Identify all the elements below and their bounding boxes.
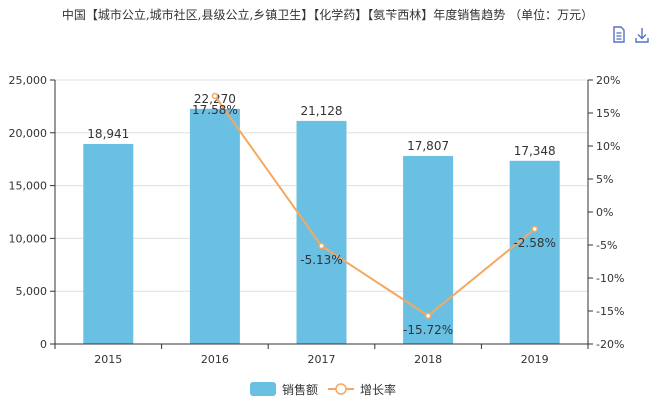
bar[interactable] [509, 160, 560, 344]
y-right-tick-label: 10% [596, 140, 620, 153]
x-tick-label: 2017 [308, 353, 336, 366]
bar[interactable] [296, 120, 347, 344]
bar-data-label: 17,348 [514, 144, 556, 158]
y-left-tick-label: 10,000 [9, 232, 48, 245]
legend: 销售额 增长率 [0, 379, 655, 399]
bar-data-label: 17,807 [407, 139, 449, 153]
x-tick-label: 2015 [94, 353, 122, 366]
y-right-tick-label: -15% [596, 305, 624, 318]
x-tick-label: 2018 [414, 353, 442, 366]
y-right-tick-label: 20% [596, 74, 620, 87]
y-left-tick-label: 0 [40, 338, 47, 351]
chart-title: 中国【城市公立,城市社区,县级公立,乡镇卫生】【化学药】【氨苄西林】年度销售趋势… [61, 8, 594, 22]
legend-label-growth: 增长率 [360, 382, 397, 397]
line-point[interactable] [424, 312, 432, 320]
legend-item-growth[interactable]: 增长率 [328, 379, 396, 399]
bar-series [83, 108, 560, 344]
y-right-tick-label: -10% [596, 272, 624, 285]
legend-item-sales[interactable]: 销售额 [250, 379, 318, 399]
x-tick-label: 2019 [521, 353, 549, 366]
y-left-tick-label: 15,000 [9, 180, 48, 193]
line-data-label: -15.72% [403, 323, 453, 337]
y-right-tick-label: 15% [596, 107, 620, 120]
y-right-tick-label: -5% [596, 239, 617, 252]
y-left-tick-label: 25,000 [9, 74, 48, 87]
line-data-label: -5.13% [300, 253, 342, 267]
line-series: 17.58% -5.13% -15.72% -2.58% [192, 92, 556, 337]
download-button[interactable] [633, 25, 651, 45]
data-view-button[interactable] [610, 25, 628, 45]
y-left-tick-label: 5,000 [16, 285, 48, 298]
y-right-tick-label: 0% [596, 206, 613, 219]
bar-data-label: 21,128 [301, 104, 343, 118]
bar[interactable] [83, 143, 134, 344]
axes: 0 5,000 10,000 15,000 20,000 25,000 -20% -15% -1… [9, 74, 625, 366]
download-icon [635, 28, 649, 43]
y-right-tick-label: -20% [596, 338, 624, 351]
line-point[interactable] [318, 242, 325, 250]
y-left-tick-label: 20,000 [9, 127, 48, 140]
line-data-label: 17.58% [192, 103, 238, 117]
growth-line [214, 95, 536, 317]
line-point[interactable] [211, 92, 219, 100]
line-point[interactable] [531, 225, 538, 233]
bar-data-label: 18,941 [87, 127, 129, 141]
data-view-icon [613, 26, 625, 43]
line-data-label: -2.58% [513, 236, 555, 250]
legend-label-sales: 销售额 [282, 382, 319, 397]
x-tick-label: 2016 [201, 353, 229, 366]
y-right-tick-label: 5% [596, 173, 613, 186]
legend-line-swatch [328, 383, 354, 395]
legend-bar-swatch [250, 382, 276, 396]
bar[interactable] [189, 108, 240, 344]
